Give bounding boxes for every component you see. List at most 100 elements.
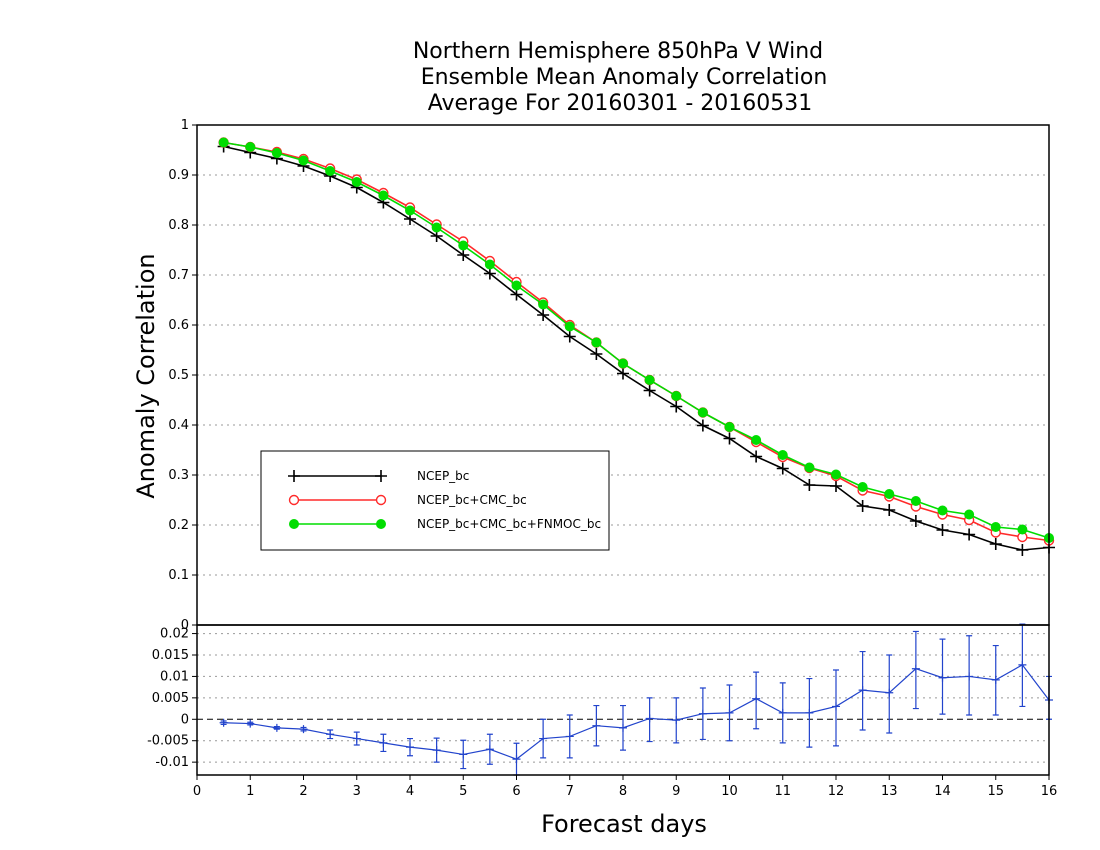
main-y-tick-label: 0.5 — [168, 368, 189, 383]
data-point-filled-circle — [245, 142, 256, 152]
difference-point — [459, 750, 468, 759]
legend-marker-plus — [375, 470, 387, 482]
chart-title: Northern Hemisphere 850hPa V Wind Ensemb… — [413, 39, 827, 116]
difference-point — [832, 702, 840, 711]
x-tick-label: 13 — [881, 784, 898, 799]
data-point-plus — [537, 309, 550, 321]
data-point-plus — [457, 249, 470, 261]
x-tick-label: 16 — [1041, 784, 1058, 799]
main-panel-series — [217, 137, 1055, 556]
data-point-filled-circle — [857, 482, 868, 492]
data-point-plus — [590, 348, 603, 360]
difference-point — [752, 694, 761, 703]
difference-point — [326, 730, 335, 739]
data-point-filled-circle — [831, 469, 841, 480]
difference-point — [805, 708, 814, 717]
difference-point — [645, 714, 654, 723]
data-point-filled-circle — [564, 321, 575, 332]
difference-point — [991, 675, 1000, 684]
data-point-plus — [1016, 544, 1029, 556]
x-axis-title: Forecast days — [541, 810, 707, 838]
difference-point — [965, 672, 974, 681]
difference-point — [352, 734, 361, 743]
data-point-plus — [936, 524, 949, 536]
legend: NCEP_bc NCEP_bc+CMC_bc NCEP_bc+CMC_bc+FNMO… — [260, 450, 610, 551]
difference-y-tick-label: -0.005 — [147, 734, 189, 749]
x-tick-label: 15 — [987, 784, 1004, 799]
difference-point — [246, 719, 255, 728]
x-tick-label: 7 — [566, 784, 574, 799]
difference-point — [619, 723, 627, 732]
title-line-1: Northern Hemisphere 850hPa V Wind — [413, 39, 823, 64]
data-point-filled-circle — [884, 489, 895, 499]
difference-point — [485, 745, 494, 754]
main-y-tick-label: 0 — [181, 618, 189, 633]
difference-point — [272, 723, 281, 732]
x-tick-label: 1 — [246, 784, 254, 799]
difference-point — [672, 716, 681, 725]
data-point-filled-circle — [751, 435, 762, 445]
x-tick-label: 0 — [193, 784, 201, 799]
difference-point — [698, 709, 707, 718]
main-y-tick-label: 1 — [181, 118, 189, 133]
data-point-plus — [856, 500, 869, 512]
difference-point — [1018, 660, 1027, 669]
legend-label-2: NCEP_bc+CMC_bc — [417, 493, 527, 507]
legend-label-1: NCEP_bc — [417, 469, 469, 483]
legend-marker-open-circle — [288, 494, 300, 506]
data-point-filled-circle — [804, 462, 815, 473]
data-point-filled-circle — [697, 407, 708, 418]
difference-y-tick-label: 0.005 — [152, 691, 189, 706]
legend-label-3: NCEP_bc+CMC_bc+FNMOC_bc — [417, 517, 601, 531]
data-point-filled-circle — [910, 496, 921, 506]
data-point-filled-circle — [990, 522, 1001, 532]
main-y-tick-label: 0.1 — [168, 568, 189, 583]
data-point-plus — [696, 419, 709, 432]
difference-point — [592, 721, 601, 730]
data-point-plus — [776, 462, 789, 475]
data-point-filled-circle — [484, 259, 495, 270]
difference-point — [299, 725, 308, 734]
difference-point — [432, 746, 441, 755]
difference-point — [938, 673, 947, 682]
axes: 0 0.1 0.2 0.3 0.4 0.5 0.6 0.7 0.8 0.9 1 -0.01 -0.005… — [147, 118, 1057, 799]
main-y-tick-label: 0.2 — [168, 518, 189, 533]
difference-point — [512, 755, 521, 764]
main-y-tick-label: 0.4 — [168, 418, 189, 433]
data-point-filled-circle — [618, 358, 628, 369]
data-point-filled-circle — [431, 222, 442, 233]
x-tick-label: 3 — [353, 784, 361, 799]
difference-y-tick-label: 0.015 — [152, 648, 189, 663]
title-line-3: Average For 20160301 - 20160531 — [428, 91, 813, 116]
x-tick-label: 11 — [774, 784, 791, 799]
legend-marker-filled-circle — [376, 519, 386, 529]
data-point-filled-circle — [218, 137, 229, 148]
y-axis-title: Anomaly Correlation — [132, 253, 160, 498]
difference-point — [778, 708, 787, 717]
x-tick-label: 5 — [459, 784, 467, 799]
data-point-filled-circle — [458, 240, 469, 251]
data-point-filled-circle — [671, 391, 682, 401]
difference-point — [565, 732, 574, 741]
x-tick-label: 14 — [934, 784, 951, 799]
x-tick-label: 12 — [828, 784, 845, 799]
data-point-filled-circle — [1017, 524, 1028, 535]
data-point-filled-circle — [644, 375, 655, 385]
title-line-2: Ensemble Mean Anomaly Correlation — [421, 65, 828, 90]
difference-point — [858, 686, 867, 695]
data-point-plus — [643, 384, 656, 397]
data-point-filled-circle — [964, 509, 975, 520]
difference-y-tick-label: 0.02 — [160, 627, 189, 642]
data-point-plus — [750, 450, 763, 463]
data-point-plus — [563, 330, 576, 343]
data-point-plus — [830, 480, 842, 492]
difference-point — [911, 664, 920, 673]
difference-y-tick-label: 0 — [181, 712, 189, 727]
difference-y-tick-label: 0.01 — [160, 669, 189, 684]
difference-panel-frame — [196, 624, 1050, 776]
series-line-1 — [223, 145, 1050, 551]
main-y-tick-label: 0.9 — [168, 168, 189, 183]
difference-point — [885, 688, 894, 697]
data-point-plus — [989, 538, 1002, 550]
